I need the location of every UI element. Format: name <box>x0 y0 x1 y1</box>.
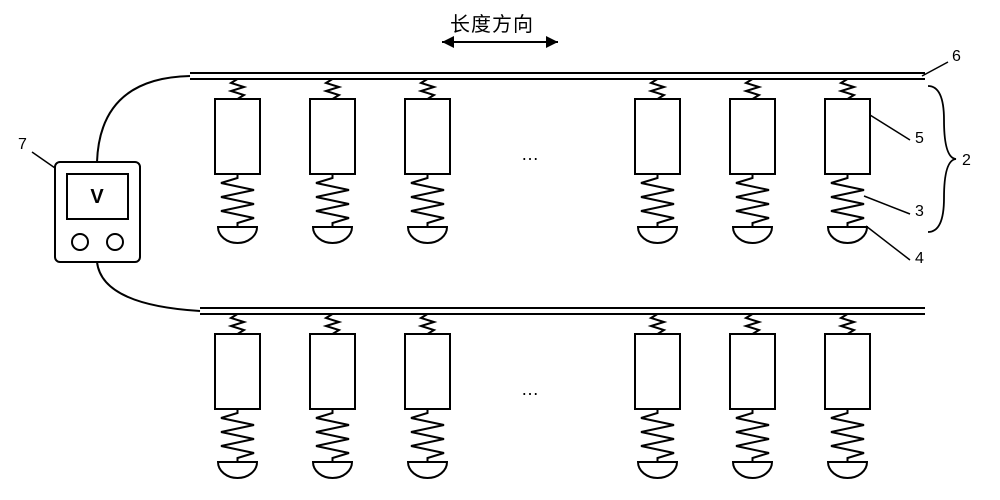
diagram-svg: V … <box>0 0 1000 500</box>
leader-lines <box>32 62 948 260</box>
meter: V <box>55 162 140 262</box>
ellipsis-bottom: … <box>521 379 539 399</box>
units-bottom-row: … <box>215 314 870 478</box>
rail-top <box>190 73 925 79</box>
units-top-row: … <box>215 79 870 243</box>
brace-2 <box>928 86 956 232</box>
wire-top <box>97 76 190 162</box>
meter-symbol: V <box>90 186 104 208</box>
ellipsis-top: … <box>521 144 539 164</box>
wire-bottom <box>97 262 200 311</box>
diagram-container: 长度方向 7 6 5 3 4 2 V <box>0 0 1000 500</box>
direction-arrow <box>442 36 558 48</box>
rail-bottom <box>200 308 925 314</box>
